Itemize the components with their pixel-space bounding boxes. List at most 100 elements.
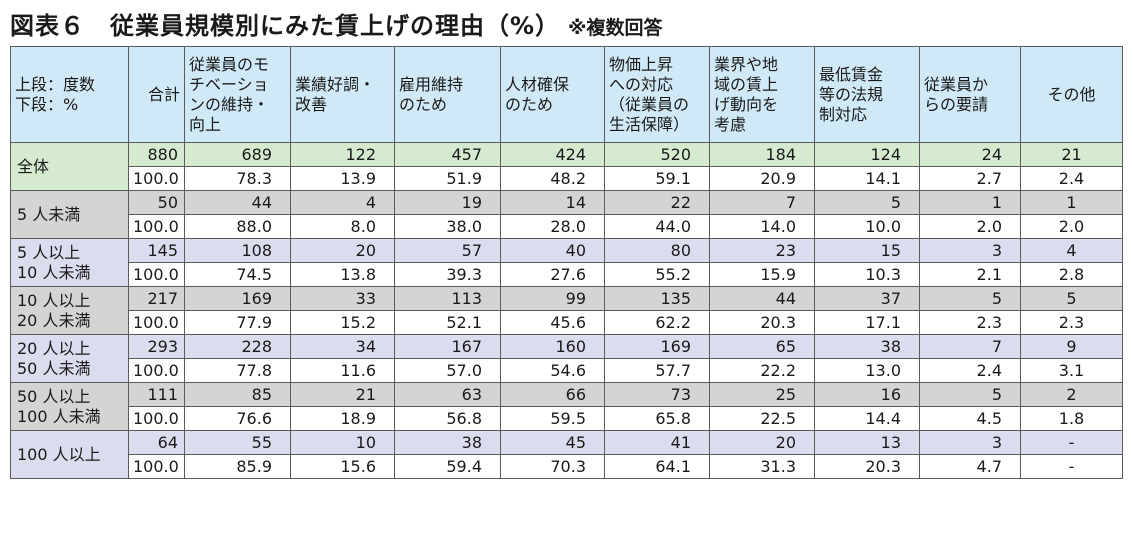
- count-cell: 293: [128, 334, 185, 359]
- column-header-line: 域の賃上: [714, 74, 779, 94]
- count-cell: 113: [394, 286, 501, 311]
- percent-cell: 100.0: [128, 166, 185, 191]
- count-cell: 160: [500, 334, 605, 359]
- count-cell: 4: [290, 190, 395, 215]
- percent-cell: 38.0: [394, 214, 501, 239]
- column-header: 物価上昇 への対応 （従業員の 生活保障）: [604, 46, 710, 143]
- group-label-line: 20 人未満: [17, 310, 91, 330]
- percent-cell: 28.0: [500, 214, 605, 239]
- column-header-line: げ動向を: [714, 94, 779, 114]
- percent-cell: 100.0: [128, 406, 185, 431]
- group-label: 100 人以上: [10, 430, 129, 479]
- percent-cell: 31.3: [709, 454, 815, 479]
- percent-cell: 59.1: [604, 166, 710, 191]
- percent-cell: 4.5: [919, 406, 1021, 431]
- percent-cell: 74.5: [184, 262, 291, 287]
- column-header-line: 雇用維持: [399, 74, 464, 94]
- percent-cell: 22.2: [709, 358, 815, 383]
- count-cell: 20: [709, 430, 815, 455]
- percent-cell: 14.1: [814, 166, 920, 191]
- percent-cell: 62.2: [604, 310, 710, 335]
- count-cell: -: [1020, 430, 1123, 455]
- column-header-line: 考慮: [714, 114, 747, 134]
- group-label: 50 人以上 100 人未満: [10, 382, 129, 431]
- group-label-line: 50 人以上: [17, 386, 91, 406]
- percent-cell: 65.8: [604, 406, 710, 431]
- percent-cell: 77.8: [184, 358, 291, 383]
- count-cell: 217: [128, 286, 185, 311]
- percent-cell: 11.6: [290, 358, 395, 383]
- percent-cell: 57.7: [604, 358, 710, 383]
- group-label-line: 10 人以上: [17, 290, 91, 310]
- column-header-line: 制対応: [819, 104, 868, 124]
- count-cell: 38: [394, 430, 501, 455]
- percent-cell: 59.4: [394, 454, 501, 479]
- percent-cell: 13.9: [290, 166, 395, 191]
- percent-row: 100.0 88.0 8.0 38.0 28.0 44.0 14.0 10.0 2.0 2.0: [11, 214, 1123, 239]
- count-cell: 457: [394, 142, 501, 167]
- count-row: 100 人以上 64 55 10 38 45 41 20 13 3-: [10, 430, 1123, 479]
- count-cell: 33: [290, 286, 395, 311]
- percent-cell: 2.3: [919, 310, 1021, 335]
- percent-cell: 48.2: [500, 166, 605, 191]
- percent-cell: 8.0: [290, 214, 395, 239]
- percent-cell: 77.9: [184, 310, 291, 335]
- column-header-line: 業績好調・: [295, 74, 376, 94]
- column-header: その他: [1020, 46, 1123, 143]
- count-cell: 3: [919, 430, 1021, 455]
- column-header: 雇用維持 のため: [394, 46, 501, 143]
- count-cell: 37: [814, 286, 920, 311]
- percent-cell: 2.1: [919, 262, 1021, 287]
- group-label: 10 人以上 20 人未満: [10, 286, 129, 335]
- count-cell: 4: [1020, 238, 1123, 263]
- count-cell: 228: [184, 334, 291, 359]
- column-header-line: 人材確保: [505, 74, 570, 94]
- figure-title: 図表６ 従業員規模別にみた賃上げの理由（%）: [10, 12, 561, 40]
- count-cell: 520: [604, 142, 710, 167]
- percent-cell: 2.0: [919, 214, 1021, 239]
- count-cell: 21: [1020, 142, 1123, 167]
- count-cell: 22: [604, 190, 710, 215]
- percent-row: 100.0 76.6 18.9 56.8 59.5 65.8 22.5 14.4 4.5 1.8: [11, 406, 1123, 431]
- count-cell: 167: [394, 334, 501, 359]
- count-cell: 66: [500, 382, 605, 407]
- column-header: 人材確保 のため: [500, 46, 605, 143]
- percent-cell: 20.3: [709, 310, 815, 335]
- percent-cell: 64.1: [604, 454, 710, 479]
- column-header: 合計: [128, 46, 185, 143]
- percent-cell: -: [1020, 454, 1123, 479]
- corner-line: 下段：%: [15, 94, 79, 114]
- count-cell: 15: [814, 238, 920, 263]
- count-cell: 880: [128, 142, 185, 167]
- percent-row: 100.0 77.8 11.6 57.0 54.6 57.7 22.2 13.0 2.4 3.1: [11, 358, 1123, 383]
- count-cell: 38: [814, 334, 920, 359]
- column-header-line: その他: [1047, 84, 1096, 104]
- column-header-line: のため: [399, 94, 448, 114]
- percent-cell: 2.4: [919, 358, 1021, 383]
- group-label: 全体: [10, 142, 129, 191]
- group-label-line: 50 人未満: [17, 358, 91, 378]
- percent-cell: 2.4: [1020, 166, 1123, 191]
- count-cell: 85: [184, 382, 291, 407]
- percent-cell: 39.3: [394, 262, 501, 287]
- count-row: 5 人未満 50 44 4 19 14 22 7 5 1 1: [10, 190, 1123, 239]
- group-label-line: 100 人未満: [17, 406, 101, 426]
- percent-cell: 59.5: [500, 406, 605, 431]
- percent-cell: 2.0: [1020, 214, 1123, 239]
- count-row: 50 人以上 100 人未満 111 85 21 63 66 73 25 16 5 2: [10, 382, 1123, 431]
- percent-cell: 57.0: [394, 358, 501, 383]
- percent-cell: 17.1: [814, 310, 920, 335]
- header-corner-cell: 上段：度数 下段：%: [10, 46, 129, 143]
- count-cell: 45: [500, 430, 605, 455]
- header-row: 上段：度数 下段：% 合計 従業員のモ チベーショ ンの維持・ 向上 業績好調・ 改善 雇用維持の…: [10, 46, 1123, 143]
- reasons-table: 上段：度数 下段：% 合計 従業員のモ チベーショ ンの維持・ 向上 業績好調・ 改善 雇用維持の…: [10, 46, 1123, 479]
- group-label-line: 全体: [17, 156, 50, 176]
- count-cell: 9: [1020, 334, 1123, 359]
- column-header-line: への対応: [609, 74, 674, 94]
- percent-cell: 20.3: [814, 454, 920, 479]
- percent-cell: 2.3: [1020, 310, 1123, 335]
- count-cell: 73: [604, 382, 710, 407]
- count-cell: 122: [290, 142, 395, 167]
- count-cell: 5: [1020, 286, 1123, 311]
- column-header: 業界や地 域の賃上 げ動向を 考慮: [709, 46, 815, 143]
